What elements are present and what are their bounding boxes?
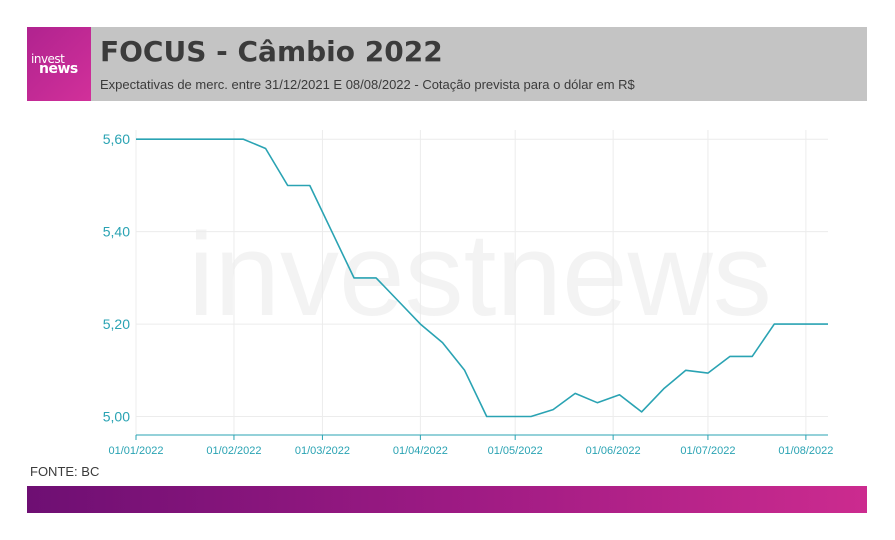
logo-line1: invest [31,52,65,66]
page-subtitle: Expectativas de merc. entre 31/12/2021 E… [100,77,635,92]
y-axis-ticks: 5,00 5,20 5,40 5,60 [103,131,130,424]
x-tick-label: 01/08/2022 [778,445,833,457]
investnews-logo: invest news [27,27,91,101]
footer-gradient-bar [27,486,867,513]
y-tick-label: 5,40 [103,224,130,240]
chart-grid [135,130,828,435]
header-banner: invest news FOCUS - Câmbio 2022 Expectat… [27,27,867,101]
watermark-text: investnews [188,209,772,341]
x-tick-label: 01/07/2022 [680,445,735,457]
y-tick-label: 5,00 [103,409,130,425]
page-title: FOCUS - Câmbio 2022 [100,35,443,68]
x-tick-label: 01/06/2022 [586,445,641,457]
y-tick-label: 5,20 [103,316,130,332]
x-tick-label: 01/01/2022 [108,445,163,457]
x-tick-label: 01/05/2022 [488,445,543,457]
source-note: FONTE: BC [30,464,100,479]
logo-line2: news [39,61,78,77]
x-axis-ticks: 01/01/2022 01/02/2022 01/03/2022 01/04/2022… [108,435,833,457]
y-tick-label: 5,60 [103,131,130,147]
x-tick-label: 01/04/2022 [393,445,448,457]
x-tick-label: 01/02/2022 [206,445,261,457]
series-line [136,138,828,418]
x-tick-label: 01/03/2022 [295,445,350,457]
